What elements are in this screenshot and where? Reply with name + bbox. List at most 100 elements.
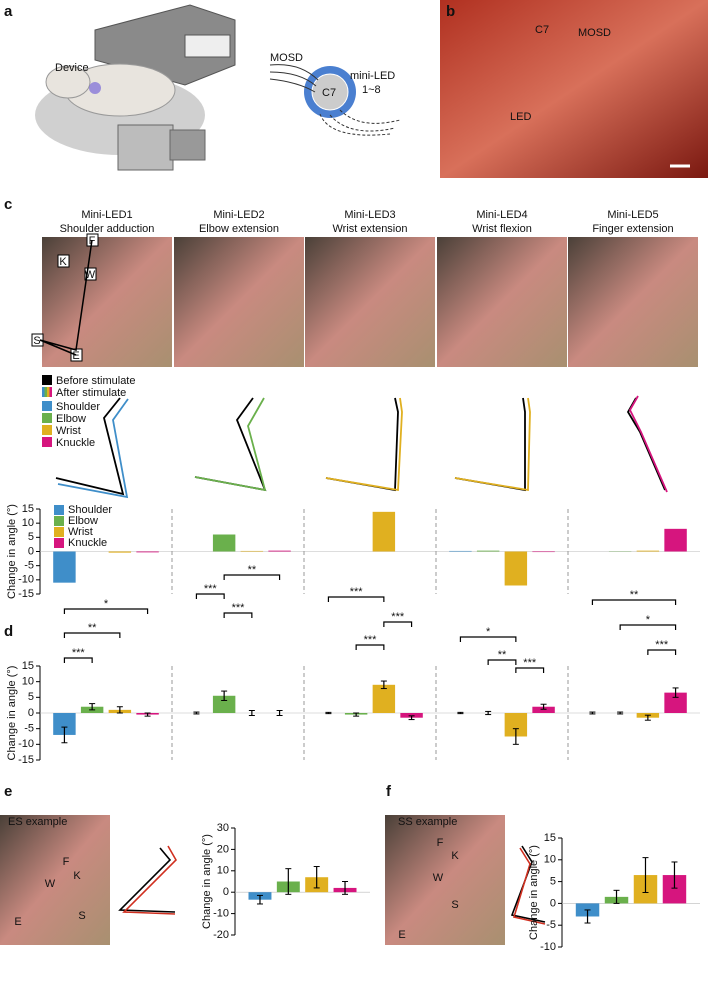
y-tick-label: 0 (550, 897, 556, 909)
significance-label: *** (391, 611, 405, 623)
joint-mark: E (398, 929, 405, 941)
y-tick-label: 10 (22, 676, 34, 688)
panel-label: b (446, 3, 455, 20)
y-tick-label: 0 (28, 707, 34, 719)
legend-swatch (44, 387, 47, 397)
column-subtitle: Wrist extension (333, 223, 408, 235)
legend-swatch (42, 401, 52, 411)
y-tick-label: 0 (223, 886, 229, 898)
significance-bracket (647, 649, 677, 655)
stimulation-photo (174, 237, 304, 367)
significance-bracket (223, 574, 281, 580)
y-tick-label: 30 (217, 822, 229, 834)
column-subtitle: Elbow extension (199, 223, 279, 235)
y-tick-label: 5 (550, 876, 556, 888)
stick-after (57, 398, 129, 499)
significance-bracket (487, 659, 517, 665)
stick-after (628, 395, 668, 493)
significance-label: * (646, 614, 651, 626)
column-title: Mini-LED5 (607, 209, 658, 221)
significance-bracket (195, 593, 225, 599)
bar (449, 550, 472, 552)
example-title: ES example (8, 816, 67, 828)
y-tick-label: 15 (22, 660, 34, 672)
significance-label: *** (364, 634, 378, 646)
mosd-label: MOSD (270, 52, 303, 64)
legend-label: Knuckle (56, 437, 95, 449)
y-tick-label: 15 (22, 503, 34, 515)
legend-swatch (42, 437, 52, 447)
legend-label: Wrist (68, 526, 93, 538)
joint-mark: F (437, 837, 444, 849)
stick-after (325, 397, 403, 492)
bar (532, 706, 555, 713)
significance-bracket (591, 599, 677, 605)
y-axis-label: Change in angle (°) (6, 504, 18, 599)
bar (212, 695, 236, 713)
bar (212, 534, 236, 552)
significance-bracket (383, 621, 413, 627)
legend-label: Shoulder (56, 401, 100, 413)
significance-bracket (355, 644, 385, 650)
y-tick-label: -10 (18, 738, 34, 750)
significance-bracket (459, 636, 517, 642)
bar (136, 551, 159, 553)
y-tick-label: -5 (24, 560, 34, 572)
legend-label: Elbow (56, 413, 86, 425)
significance-label: ** (630, 589, 639, 601)
joint-mark: S (451, 899, 458, 911)
y-axis-label: Change in angle (°) (528, 845, 540, 940)
column-title: Mini-LED2 (213, 209, 264, 221)
significance-label: ** (498, 649, 507, 661)
stimulation-photo (568, 237, 698, 367)
significance-label: *** (655, 639, 669, 651)
significance-label: * (486, 626, 491, 638)
bar (372, 684, 396, 713)
bar (268, 550, 291, 552)
column-subtitle: Shoulder adduction (60, 223, 155, 235)
joint-mark: S (78, 910, 85, 922)
ss-photo (385, 815, 505, 945)
joint-mark: F (63, 856, 70, 868)
surgery-photo (440, 0, 708, 178)
significance-label: * (104, 598, 109, 610)
significance-label: *** (350, 586, 364, 598)
y-tick-label: -5 (24, 723, 34, 735)
stick-before (55, 397, 125, 496)
y-tick-label: 10 (217, 865, 229, 877)
joint-skeleton (39, 239, 93, 356)
significance-label: *** (232, 602, 246, 614)
y-tick-label: 15 (544, 832, 556, 844)
legend-label: Wrist (56, 425, 81, 437)
legend-swatch (42, 425, 52, 435)
bar (53, 713, 76, 735)
bar (372, 511, 396, 552)
bar (476, 550, 500, 552)
joint-mark: W (85, 269, 96, 281)
legend-label: Before stimulate (56, 375, 135, 387)
legend-label: Knuckle (68, 537, 107, 549)
bar (240, 550, 264, 552)
joint-tag (86, 233, 99, 247)
significance-label: *** (523, 657, 537, 669)
device-label: Device (55, 62, 89, 74)
joint-mark: W (433, 872, 444, 884)
legend-swatch (42, 413, 52, 423)
c7-label: C7 (322, 87, 336, 99)
y-tick-label: -10 (18, 574, 34, 586)
stimulation-photo (437, 237, 567, 367)
legend-label: Elbow (68, 515, 98, 527)
significance-label: ** (88, 622, 97, 634)
bar (636, 550, 660, 552)
joint-tag (57, 254, 70, 268)
y-tick-label: -10 (213, 908, 229, 920)
y-tick-label: -15 (18, 754, 34, 766)
bar (532, 551, 555, 553)
legend-label: Shoulder (68, 504, 112, 516)
significance-bracket (619, 624, 677, 630)
bar (53, 551, 76, 583)
bar (664, 692, 687, 713)
example-title: SS example (398, 816, 457, 828)
column-title: Mini-LED4 (476, 209, 527, 221)
